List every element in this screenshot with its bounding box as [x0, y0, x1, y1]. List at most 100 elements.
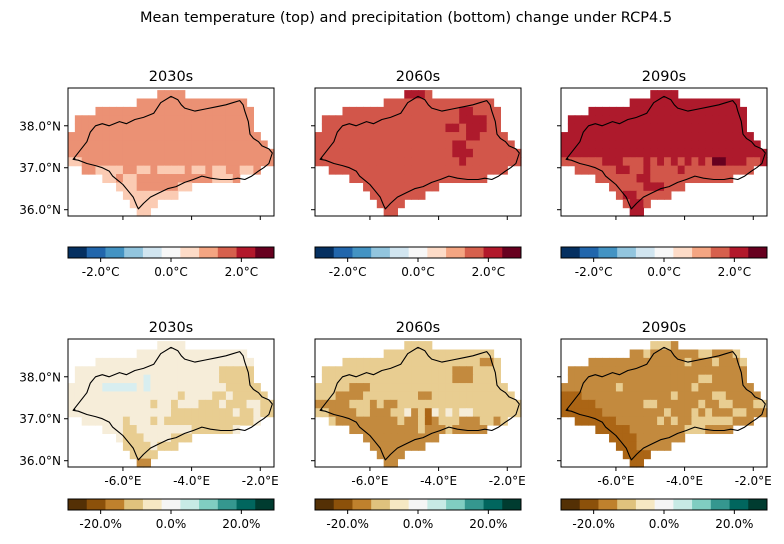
grid-cell	[219, 140, 227, 150]
grid-cell	[219, 374, 227, 384]
grid-cell	[411, 157, 419, 167]
grid-cell	[315, 132, 323, 142]
grid-cell	[411, 366, 419, 376]
grid-cell	[622, 416, 631, 426]
grid-cell	[609, 123, 617, 133]
grid-cell	[164, 349, 172, 359]
colorbar-swatch	[408, 247, 428, 258]
grid-cell	[725, 148, 734, 158]
colorbar-swatch	[199, 247, 219, 258]
grid-cell	[602, 416, 610, 426]
grid-cell	[664, 90, 672, 100]
grid-cell	[643, 98, 651, 108]
grid-cell	[636, 199, 644, 209]
grid-cell	[88, 383, 97, 393]
grid-cell	[369, 441, 378, 451]
grid-cell	[459, 157, 467, 167]
grid-cell	[574, 148, 583, 158]
grid-cell	[150, 425, 158, 435]
grid-cell	[581, 408, 590, 418]
grid-cell	[691, 374, 699, 384]
grid-cell	[177, 416, 186, 426]
grid-cell	[253, 140, 261, 150]
grid-cell	[629, 106, 638, 116]
region-outline	[319, 346, 520, 461]
colorbar-swatch	[371, 499, 391, 510]
colorbar-swatch	[124, 247, 144, 258]
grid-cell	[81, 416, 90, 426]
grid-cell	[691, 148, 699, 158]
grid-cell	[404, 157, 412, 167]
grid-cell	[718, 383, 727, 393]
grid-cell	[629, 450, 638, 460]
grid-cell	[363, 132, 371, 142]
grid-cell	[383, 374, 392, 384]
grid-cell	[739, 106, 747, 116]
grid-cell	[670, 140, 679, 150]
grid-cell	[595, 115, 603, 125]
grid-cell	[418, 416, 426, 426]
grid-cell	[397, 132, 405, 142]
grid-cell	[239, 148, 248, 158]
grid-cell	[404, 425, 412, 435]
grid-cell	[171, 174, 179, 184]
grid-cell	[383, 399, 392, 409]
grid-cell	[431, 433, 440, 443]
grid-cell	[369, 416, 378, 426]
grid-cell	[684, 98, 693, 108]
grid-cell	[246, 157, 254, 167]
colorbar-tick-label: -2.0°C	[575, 265, 613, 279]
grid-cell	[602, 165, 610, 175]
grid-cell	[684, 148, 693, 158]
grid-cell	[739, 123, 747, 133]
grid-cell	[746, 391, 754, 401]
grid-cell	[664, 399, 672, 409]
panel-title: 2060s	[396, 320, 440, 336]
grid-cell	[239, 366, 248, 376]
grid-cell	[629, 433, 638, 443]
grid-cell	[164, 408, 172, 418]
grid-cell	[397, 140, 405, 150]
grid-cell	[328, 157, 337, 167]
grid-cell	[629, 174, 638, 184]
grid-cell	[466, 140, 474, 150]
grid-cell	[122, 408, 131, 418]
grid-cell	[356, 408, 364, 418]
grid-cell	[684, 366, 693, 376]
grid-cell	[102, 366, 110, 376]
grid-cell	[732, 391, 741, 401]
grid-cell	[102, 391, 110, 401]
grid-cell	[397, 450, 405, 460]
grid-cell	[212, 366, 220, 376]
grid-cell	[609, 165, 617, 175]
grid-cell	[191, 157, 200, 167]
grid-cell	[657, 106, 665, 116]
grid-cell	[383, 157, 392, 167]
grid-cell	[581, 165, 590, 175]
grid-cell	[136, 165, 145, 175]
grid-cell	[150, 174, 158, 184]
grid-cell	[184, 425, 193, 435]
grid-cell	[753, 399, 761, 409]
grid-cell	[198, 148, 206, 158]
grid-cell	[88, 416, 97, 426]
grid-cell	[184, 132, 193, 142]
grid-cell	[725, 132, 734, 142]
grid-cell	[198, 425, 206, 435]
grid-cell	[335, 165, 344, 175]
grid-cell	[143, 165, 151, 175]
grid-cell	[615, 441, 624, 451]
grid-cell	[205, 374, 213, 384]
grid-cell	[205, 425, 213, 435]
grid-cell	[198, 416, 206, 426]
grid-cell	[677, 106, 686, 116]
grid-cell	[479, 115, 488, 125]
grid-cell	[136, 106, 145, 116]
grid-cell	[684, 408, 693, 418]
grid-cell	[109, 132, 117, 142]
grid-cell	[260, 399, 268, 409]
colorbar-swatch	[710, 499, 730, 510]
grid-cell	[246, 357, 254, 367]
grid-cell	[507, 140, 515, 150]
grid-cell	[622, 190, 631, 200]
